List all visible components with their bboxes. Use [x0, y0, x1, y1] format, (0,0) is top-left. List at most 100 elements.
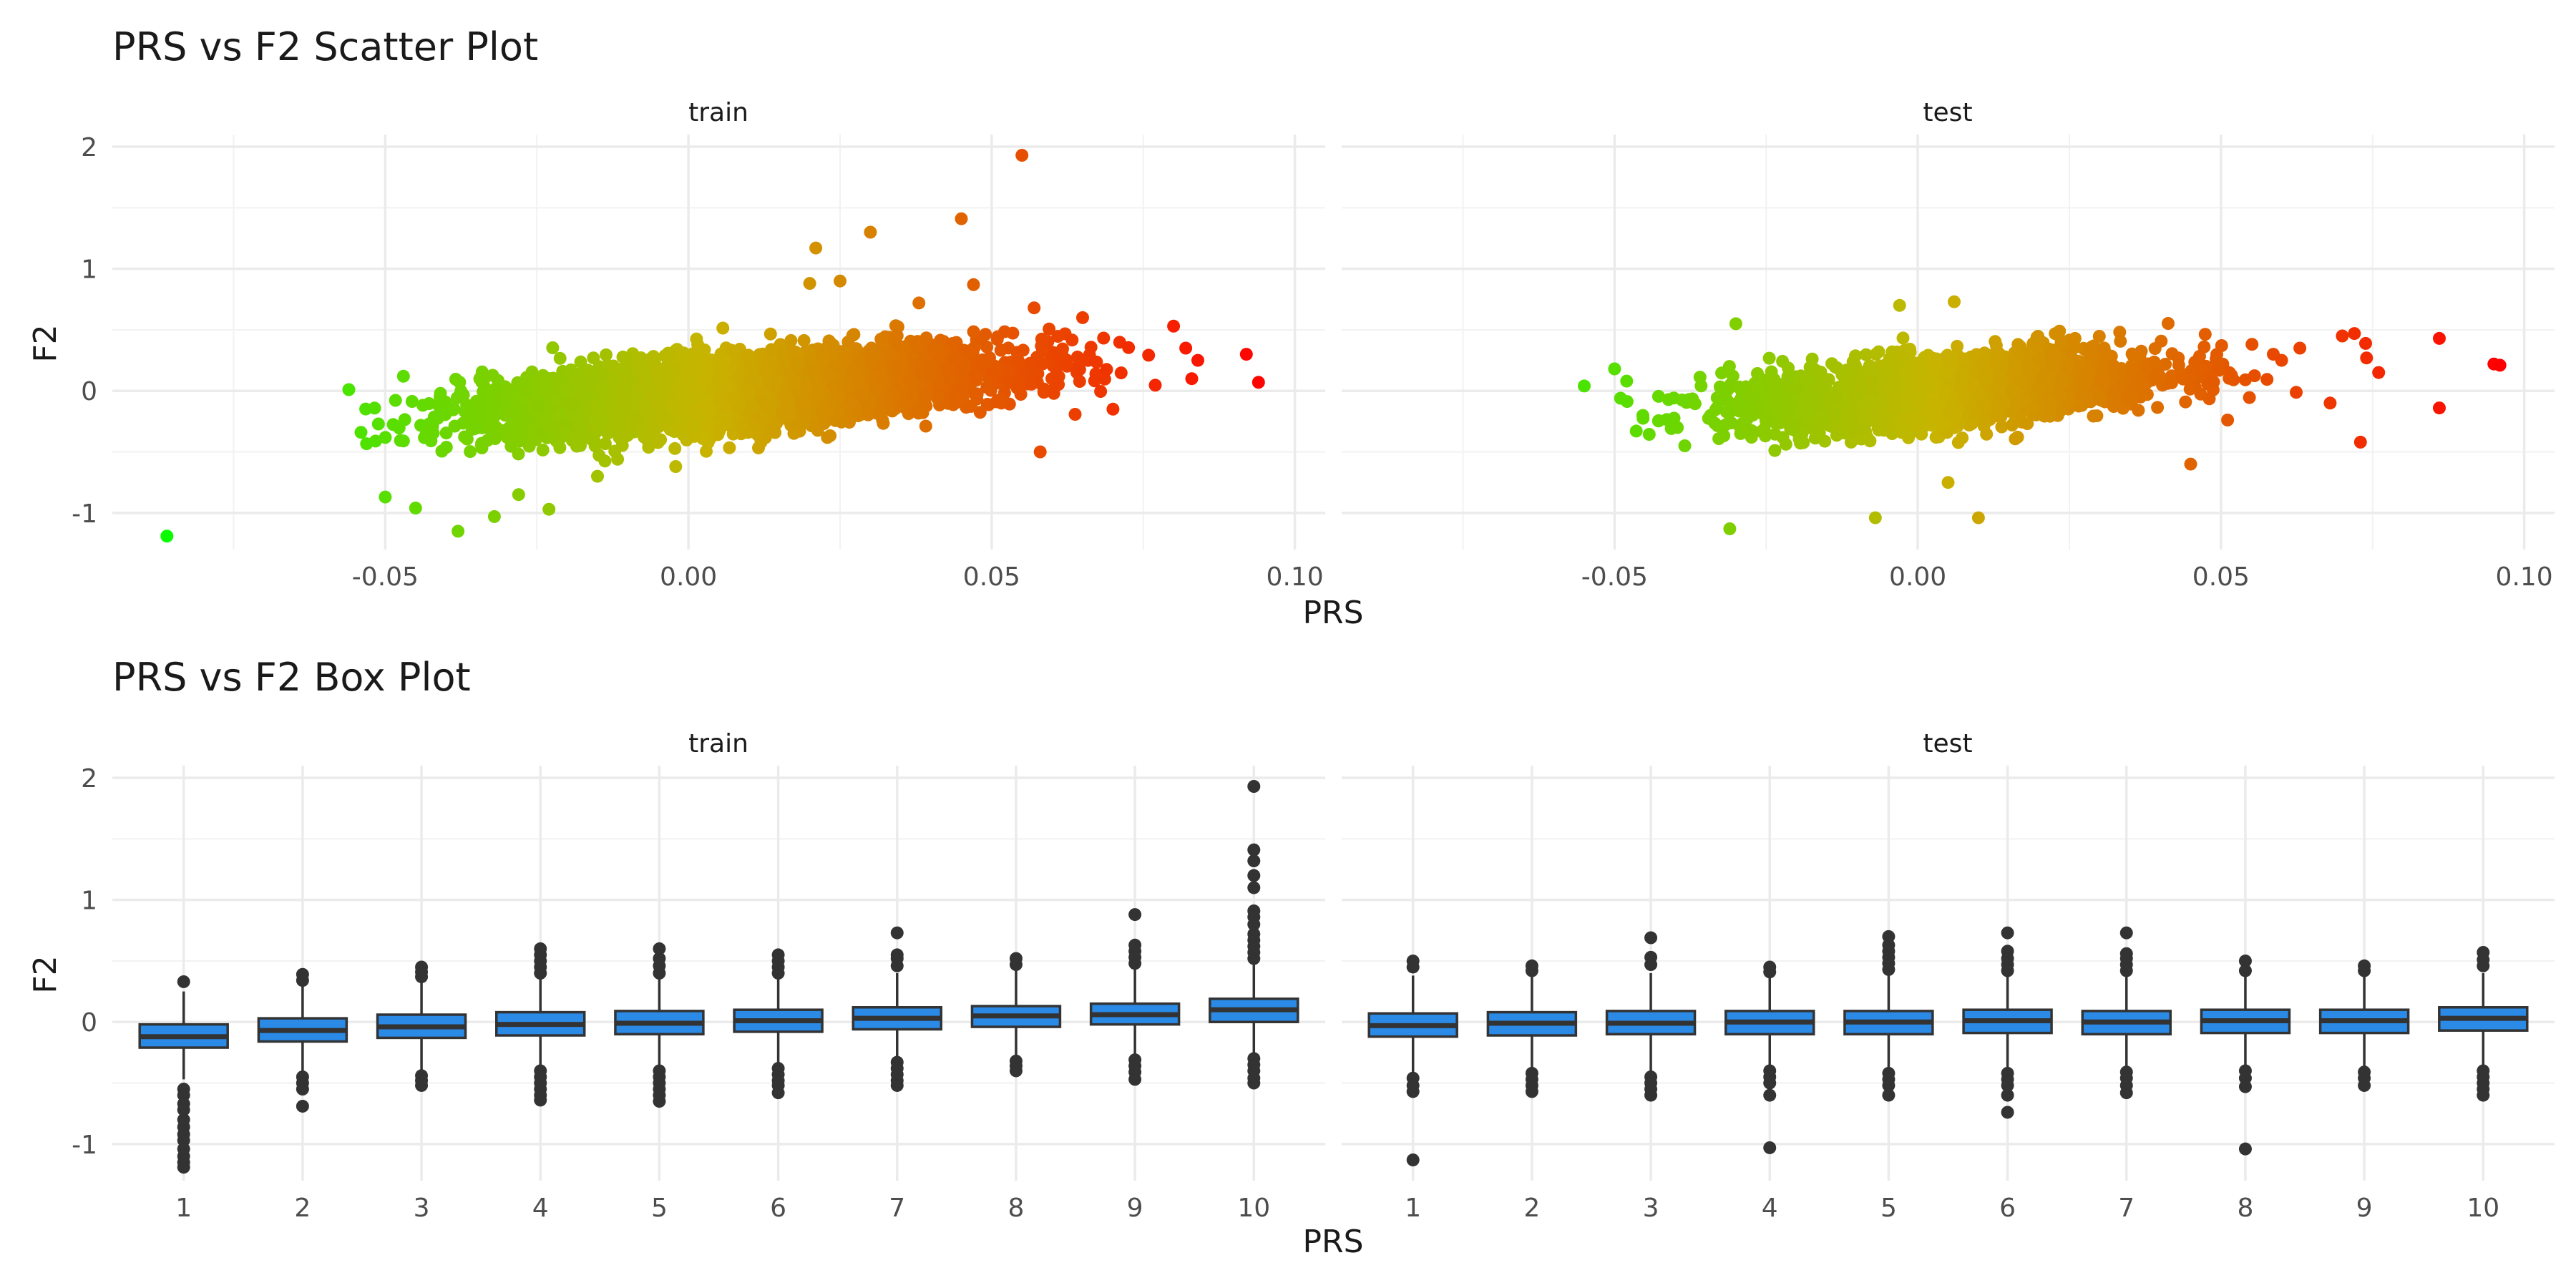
scatter-point: [472, 413, 486, 426]
scatter-point: [955, 212, 968, 225]
scatter-point: [645, 386, 659, 399]
scatter-x-tick-label: -0.05: [352, 562, 419, 592]
scatter-point: [405, 395, 419, 408]
scatter-x-tick-label: 0.05: [963, 562, 1020, 592]
scatter-x-tick-label: 0.10: [1267, 562, 1324, 592]
scatter-point: [713, 423, 727, 436]
scatter-plot: PRS vs F2 Scatter Plot train test -0.05 0…: [27, 24, 2555, 631]
scatter-point: [478, 400, 492, 414]
scatter-point: [994, 343, 1008, 357]
scatter-point: [743, 374, 757, 387]
scatter-point: [1028, 301, 1041, 315]
scatter-point: [389, 394, 402, 407]
scatter-point: [1035, 332, 1048, 346]
scatter-x-tick-label: 0.10: [2496, 562, 2553, 592]
scatter-point: [1036, 344, 1049, 358]
scatter-point: [2151, 401, 2165, 414]
scatter-point: [1010, 374, 1024, 388]
scatter-point: [872, 407, 886, 420]
scatter-point: [1084, 341, 1098, 354]
scatter-point: [597, 381, 610, 394]
scatter-point: [973, 406, 987, 419]
scatter-point: [542, 502, 556, 516]
scatter-point: [616, 350, 630, 364]
scatter-point: [568, 399, 582, 411]
scatter-point: [409, 502, 422, 514]
scatter-point: [600, 348, 613, 361]
scatter-point: [452, 525, 465, 538]
scatter-point: [379, 490, 392, 504]
scatter-point: [804, 353, 817, 366]
scatter-point: [1073, 363, 1086, 376]
scatter-point: [579, 390, 592, 404]
scatter-point: [990, 395, 1003, 409]
scatter-point: [1037, 386, 1050, 399]
scatter-point: [668, 441, 682, 455]
scatter-point: [515, 427, 528, 441]
scatter-point: [1033, 445, 1047, 459]
scatter-point: [1051, 330, 1065, 343]
scatter-point: [644, 352, 658, 366]
scatter-point: [661, 346, 675, 360]
scatter-point: [512, 488, 525, 502]
scatter-point: [797, 333, 811, 347]
scatter-point: [919, 331, 933, 345]
scatter-point: [637, 364, 650, 378]
scatter-point: [2162, 317, 2175, 330]
scatter-point: [592, 449, 606, 462]
scatter-point: [1100, 363, 1113, 376]
scatter-point: [1090, 356, 1103, 369]
scatter-point: [827, 359, 841, 373]
scatter-point: [590, 412, 604, 426]
scatter-point: [435, 444, 449, 458]
scatter-point: [882, 392, 895, 405]
scatter-point: [1106, 402, 1120, 416]
scatter-x-tick-label: 0.05: [2192, 562, 2250, 592]
scatter-point: [967, 278, 980, 291]
scatter-point: [682, 371, 696, 384]
scatter-point: [439, 426, 453, 440]
scatter-point: [799, 379, 813, 392]
scatter-point: [460, 432, 474, 446]
scatter-point: [504, 407, 518, 421]
scatter-point: [536, 443, 550, 457]
scatter-point: [874, 332, 888, 346]
scatter-point: [905, 388, 919, 401]
scatter-point: [717, 353, 731, 367]
scatter-point: [489, 382, 502, 396]
scatter-point: [553, 441, 567, 454]
scatter-point: [688, 384, 701, 396]
scatter-point: [584, 373, 597, 386]
scatter-point: [486, 369, 499, 382]
scatter-title: PRS vs F2 Scatter Plot: [112, 24, 538, 69]
scatter-point: [2179, 395, 2192, 409]
scatter-point: [540, 376, 553, 390]
scatter-point: [531, 425, 545, 439]
scatter-point: [1097, 331, 1111, 345]
scatter-point: [784, 333, 798, 347]
scatter-point: [809, 241, 823, 255]
scatter-point: [963, 343, 977, 357]
scatter-point: [736, 419, 748, 432]
scatter-point: [754, 409, 767, 423]
scatter-point: [603, 401, 617, 415]
scatter-point: [970, 387, 984, 401]
scatter-point: [677, 410, 691, 424]
scatter-point: [783, 409, 796, 423]
scatter-point: [834, 274, 847, 288]
scatter-point: [396, 434, 410, 448]
scatter-point: [849, 371, 863, 384]
scatter-point: [488, 432, 502, 445]
scatter-point: [574, 355, 587, 369]
scatter-point: [763, 327, 777, 341]
scatter-y-tick-label: -1: [72, 499, 97, 529]
scatter-point: [575, 418, 588, 431]
scatter-point: [669, 460, 683, 473]
scatter-point: [874, 361, 887, 374]
scatter-point: [453, 376, 467, 389]
scatter-point: [705, 383, 718, 396]
scatter-point: [977, 357, 990, 371]
scatter-point: [919, 390, 933, 404]
scatter-point: [948, 352, 962, 366]
scatter-point: [693, 360, 706, 374]
